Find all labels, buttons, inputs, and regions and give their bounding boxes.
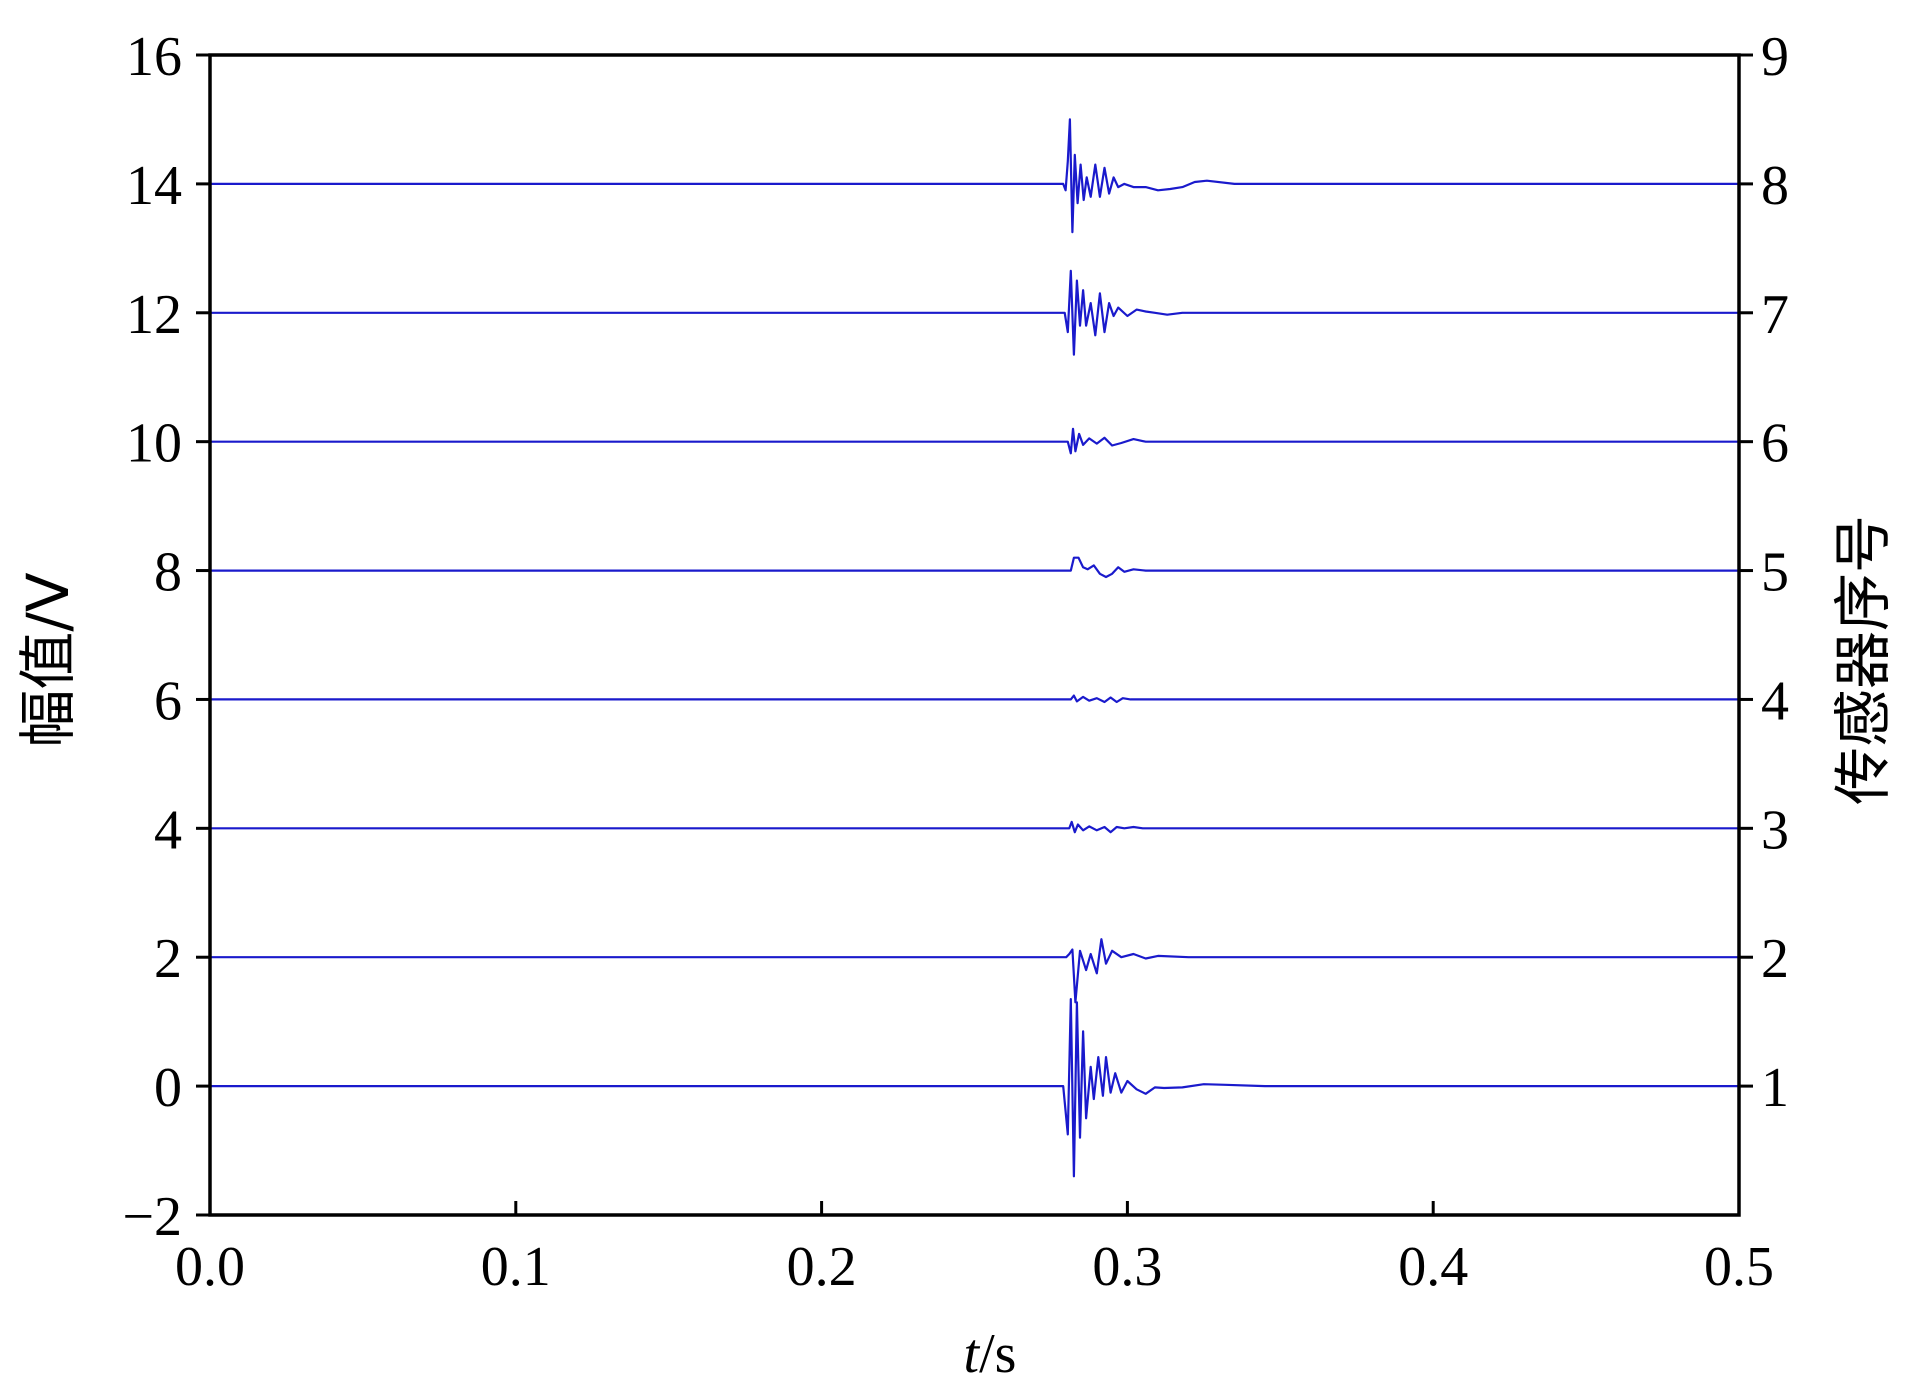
x-tick-label: 0.4	[1398, 1236, 1468, 1298]
y2-tick-label: 2	[1761, 928, 1789, 990]
y-tick-label: 6	[154, 670, 182, 732]
y2-tick-label: 7	[1761, 284, 1789, 346]
y-tick-label: 4	[154, 799, 182, 861]
series-line-sensor-7	[210, 269, 1739, 356]
series-line-sensor-3	[210, 820, 1739, 834]
y-tick-label: 16	[126, 26, 182, 88]
x-tick-label: 0.3	[1092, 1236, 1162, 1298]
series-line-sensor-6	[210, 427, 1739, 455]
plot-frame	[208, 53, 1741, 1217]
y-tick-label: 2	[154, 928, 182, 990]
x-axis-title-italic: t	[964, 1323, 981, 1385]
y-tick-label: 0	[154, 1057, 182, 1119]
series-line-sensor-1	[210, 997, 1739, 1178]
y2-tick-label: 8	[1761, 155, 1789, 217]
y2-tick-label: 1	[1761, 1057, 1789, 1119]
y-tick-label: 8	[154, 542, 182, 604]
series-line-sensor-4	[210, 694, 1739, 704]
label-layer: 0.0 0.1 0.2 0.3 0.4 0.5−202468101214161234567…	[122, 26, 1789, 1298]
y-axis-title: 幅值/V	[14, 572, 82, 748]
series-layer	[210, 118, 1739, 1178]
y2-tick-label: 9	[1761, 26, 1789, 88]
y2-tick-label: 5	[1761, 542, 1789, 604]
x-axis-title-unit: /s	[979, 1323, 1016, 1385]
y2-tick-label: 3	[1761, 799, 1789, 861]
series-line-sensor-5	[210, 556, 1739, 579]
x-tick-label: 0.0	[175, 1236, 245, 1298]
y-tick-label: 14	[126, 155, 182, 217]
series-line-sensor-8	[210, 118, 1739, 234]
x-tick-label: 0.1	[481, 1236, 551, 1298]
y-tick-label: 10	[126, 413, 182, 475]
y2-tick-label: 4	[1761, 670, 1789, 732]
x-tick-label: 0.5	[1704, 1236, 1774, 1298]
series-line-sensor-2	[210, 938, 1739, 1004]
y-tick-label: −2	[122, 1186, 182, 1248]
tick-layer	[196, 53, 1753, 1217]
y2-axis-title: 传感器序号	[1829, 515, 1897, 805]
x-axis-title: t/s	[964, 1323, 1017, 1385]
x-tick-label: 0.2	[787, 1236, 857, 1298]
y-tick-label: 12	[126, 284, 182, 346]
y2-tick-label: 6	[1761, 413, 1789, 475]
